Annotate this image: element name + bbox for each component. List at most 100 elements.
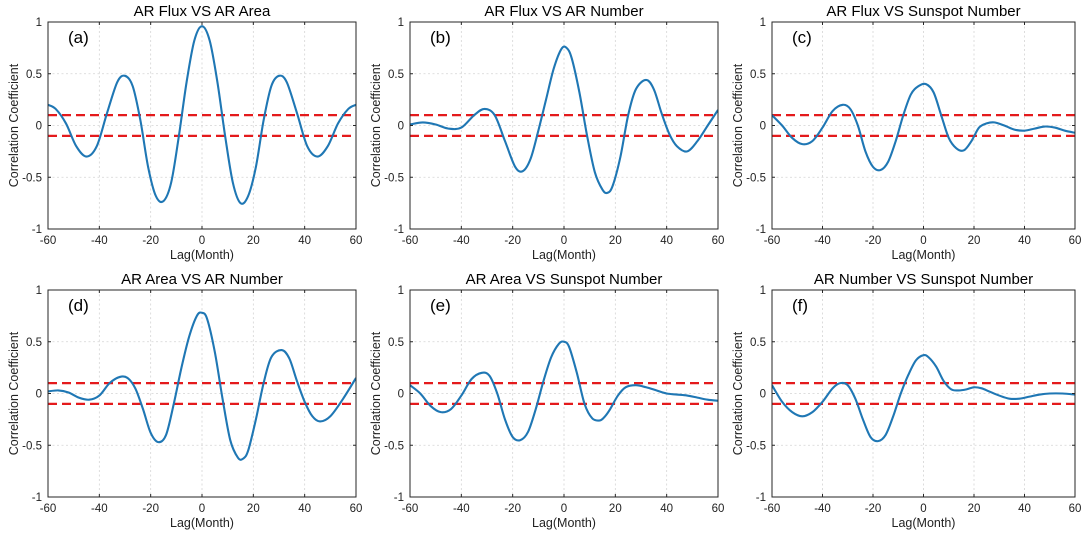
series-line-correlation	[410, 45, 718, 195]
y-axis-label: Correlation Coefficient	[731, 331, 745, 455]
chart-panel-e: -60 -40 -20 0 20 40 60 -1 -0.5 0 0.5 1 AR Area VS Su…	[369, 271, 724, 530]
y-tick-label: 0.5	[388, 69, 404, 81]
y-tick-label: 0	[36, 389, 42, 401]
x-tick-label: -20	[142, 235, 159, 247]
x-tick-label: -20	[504, 503, 521, 515]
x-tick-label: 60	[1069, 503, 1082, 515]
chart-title: AR Number VS Sunspot Number	[814, 271, 1033, 288]
chart-panel-c: -60 -40 -20 0 20 40 60 -1 -0.5 0 0.5 1 AR Flux VS Su…	[731, 3, 1081, 262]
chart-title: AR Flux VS AR Number	[484, 3, 643, 20]
x-tick-label: 60	[712, 503, 725, 515]
y-tick-label: -0.5	[22, 440, 42, 452]
x-tick-label: 60	[350, 235, 363, 247]
y-tick-label: 1	[760, 285, 766, 297]
x-tick-label: 0	[920, 503, 926, 515]
y-tick-label: -1	[32, 492, 42, 504]
x-tick-label: 20	[968, 235, 981, 247]
x-tick-label: -40	[814, 503, 831, 515]
y-tick-label: 0.5	[750, 69, 766, 81]
series-line-correlation	[772, 353, 1075, 443]
panel-label: (a)	[68, 28, 89, 47]
panel-label: (f)	[792, 296, 808, 315]
chart-panel-d: -60 -40 -20 0 20 40 60 -1 -0.5 0 0.5 1 AR Area VS AR…	[7, 271, 362, 530]
chart-title: AR Flux VS AR Area	[134, 3, 271, 20]
chart-title: AR Area VS Sunspot Number	[466, 271, 663, 288]
panel-label: (d)	[68, 296, 89, 315]
y-tick-label: -1	[394, 492, 404, 504]
x-tick-label: -20	[865, 503, 882, 515]
x-tick-label: 40	[660, 235, 673, 247]
x-tick-label: 40	[298, 503, 311, 515]
y-tick-label: 0.5	[26, 337, 42, 349]
x-tick-label: 60	[1069, 235, 1082, 247]
x-tick-label: 0	[920, 235, 926, 247]
chart-title: AR Flux VS Sunspot Number	[826, 3, 1020, 20]
x-tick-label: 0	[199, 235, 205, 247]
y-tick-label: 1	[760, 17, 766, 29]
y-tick-label: 0.5	[26, 69, 42, 81]
panel-label: (e)	[430, 296, 451, 315]
x-tick-label: 20	[968, 503, 981, 515]
y-tick-label: -0.5	[384, 440, 404, 452]
series-line-correlation	[48, 25, 356, 205]
x-tick-label: 20	[247, 235, 260, 247]
x-tick-label: -40	[453, 503, 470, 515]
y-tick-label: 1	[36, 17, 42, 29]
y-axis-label: Correlation Coefficient	[7, 63, 21, 187]
x-tick-label: 0	[561, 235, 567, 247]
y-axis-label: Correlation Coefficient	[369, 331, 383, 455]
x-axis-label: Lag(Month)	[532, 248, 596, 262]
x-tick-label: 40	[1018, 235, 1031, 247]
x-tick-label: -40	[453, 235, 470, 247]
y-tick-label: 0	[760, 121, 766, 133]
x-tick-label: 40	[660, 503, 673, 515]
y-tick-label: -1	[756, 224, 766, 236]
y-tick-label: -1	[394, 224, 404, 236]
x-tick-label: -60	[40, 503, 57, 515]
chart-panel-a: -60 -40 -20 0 20 40 60 -1 -0.5 0 0.5 1 AR Flux VS AR…	[7, 3, 362, 262]
chart-panel-b: -60 -40 -20 0 20 40 60 -1 -0.5 0 0.5 1 AR Flux VS AR…	[369, 3, 724, 262]
x-tick-label: -60	[764, 503, 781, 515]
series-line-correlation	[48, 311, 356, 461]
chart-panel-f: -60 -40 -20 0 20 40 60 -1 -0.5 0 0.5 1 AR Number VS …	[731, 271, 1081, 530]
y-tick-label: 0.5	[388, 337, 404, 349]
x-axis-label: Lag(Month)	[170, 248, 234, 262]
y-axis-label: Correlation Coefficient	[369, 63, 383, 187]
x-tick-label: 40	[298, 235, 311, 247]
x-tick-label: -40	[814, 235, 831, 247]
y-tick-label: 1	[398, 17, 404, 29]
x-tick-label: -40	[91, 235, 108, 247]
x-tick-label: -60	[402, 503, 419, 515]
x-tick-label: -20	[142, 503, 159, 515]
y-tick-label: 0	[760, 389, 766, 401]
x-tick-label: -60	[40, 235, 57, 247]
x-tick-label: 20	[247, 503, 260, 515]
y-tick-label: -0.5	[746, 172, 766, 184]
y-axis-label: Correlation Coefficient	[731, 63, 745, 187]
panel-label: (c)	[792, 28, 812, 47]
x-axis-label: Lag(Month)	[170, 516, 234, 530]
y-tick-label: 0.5	[750, 337, 766, 349]
y-tick-label: -0.5	[22, 172, 42, 184]
y-tick-label: -1	[32, 224, 42, 236]
y-tick-label: -0.5	[384, 172, 404, 184]
series-line-correlation	[772, 82, 1075, 172]
chart-title: AR Area VS AR Number	[121, 271, 283, 288]
y-axis-label: Correlation Coefficient	[7, 331, 21, 455]
y-tick-label: 0	[398, 121, 404, 133]
x-tick-label: 0	[199, 503, 205, 515]
y-tick-label: -1	[756, 492, 766, 504]
y-tick-label: 1	[398, 285, 404, 297]
panel-label: (b)	[430, 28, 451, 47]
x-tick-label: 40	[1018, 503, 1031, 515]
y-tick-label: 1	[36, 285, 42, 297]
x-tick-label: 60	[350, 503, 363, 515]
x-tick-label: -40	[91, 503, 108, 515]
x-tick-label: -20	[865, 235, 882, 247]
y-tick-label: 0	[36, 121, 42, 133]
y-tick-label: -0.5	[746, 440, 766, 452]
series-line-correlation	[410, 340, 718, 442]
x-tick-label: -20	[504, 235, 521, 247]
x-tick-label: -60	[402, 235, 419, 247]
